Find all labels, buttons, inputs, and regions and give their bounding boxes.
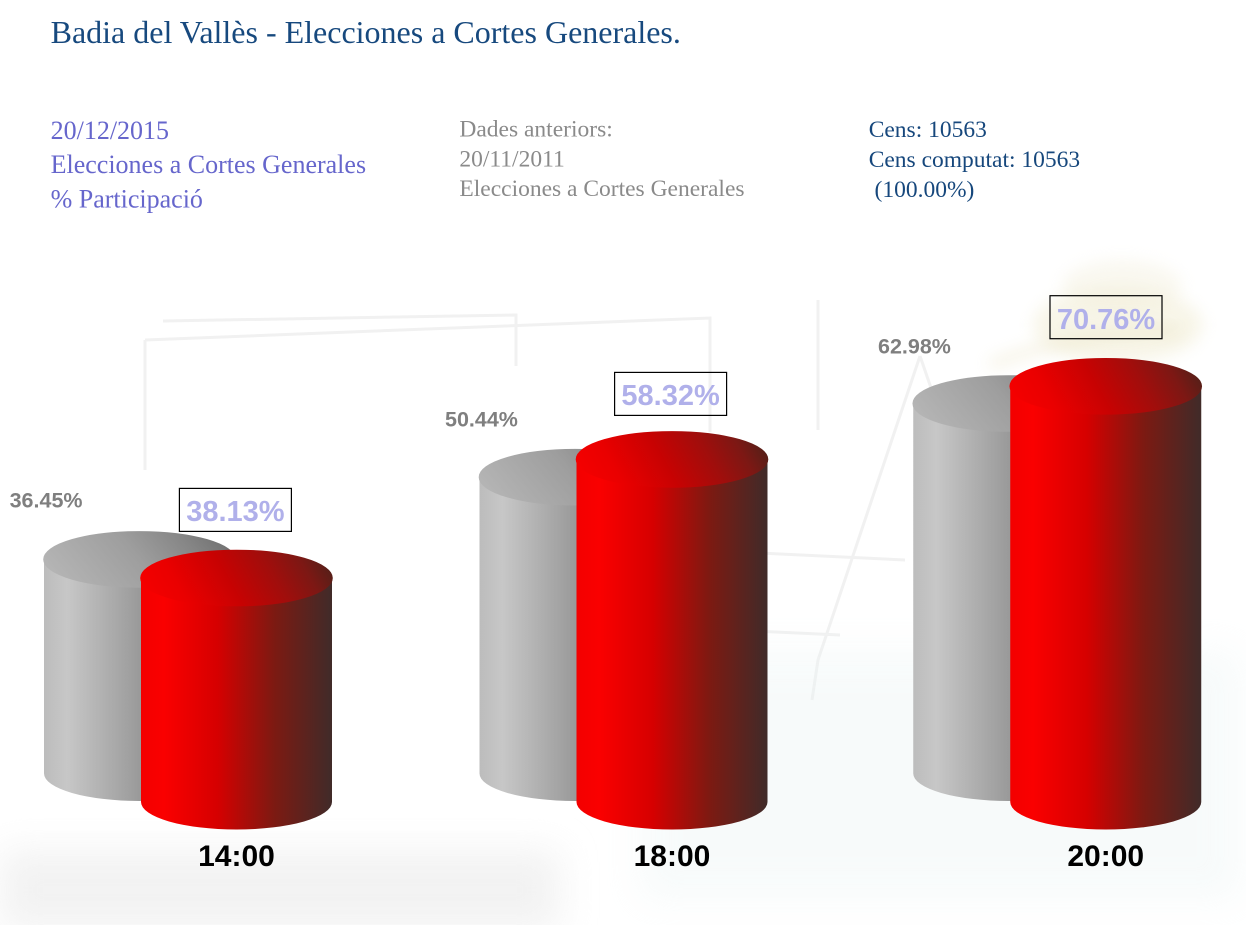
svg-text:38.13%: 38.13% <box>186 496 285 528</box>
svg-text:Elecciones a Cortes Generales: Elecciones a Cortes Generales <box>51 150 366 179</box>
svg-text:20/11/2011: 20/11/2011 <box>459 146 564 172</box>
svg-text:Badia del Vallès - Elecciones: Badia del Vallès - Elecciones a Cortes G… <box>51 14 681 50</box>
svg-text:20/12/2015: 20/12/2015 <box>51 116 169 145</box>
svg-text:Cens computat: 10563: Cens computat: 10563 <box>869 147 1080 173</box>
svg-text:Cens: 10563: Cens: 10563 <box>869 117 987 143</box>
svg-text:36.45%: 36.45% <box>10 489 83 513</box>
svg-text:% Participació: % Participació <box>51 185 203 214</box>
svg-text:Dades anteriors:: Dades anteriors: <box>459 117 612 143</box>
svg-text:58.32%: 58.32% <box>621 380 720 412</box>
svg-text:18:00: 18:00 <box>634 840 711 873</box>
svg-text:14:00: 14:00 <box>198 840 275 873</box>
svg-text:Elecciones a Cortes Generales: Elecciones a Cortes Generales <box>459 176 744 202</box>
svg-text:62.98%: 62.98% <box>878 335 951 359</box>
svg-text:70.76%: 70.76% <box>1057 304 1156 336</box>
svg-text:50.44%: 50.44% <box>445 407 518 431</box>
svg-text:20:00: 20:00 <box>1067 840 1144 873</box>
svg-text:(100.00%): (100.00%) <box>875 177 975 203</box>
